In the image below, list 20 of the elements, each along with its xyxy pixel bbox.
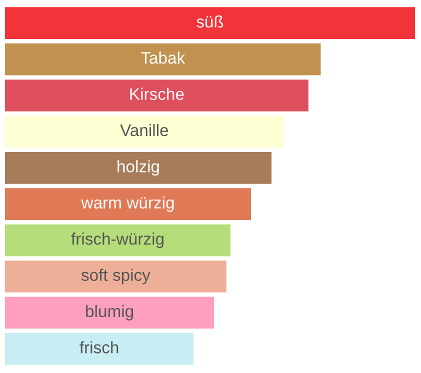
y-tick-label: Kirsche — [130, 88, 184, 100]
bar — [5, 7, 415, 40]
bar — [5, 188, 251, 220]
y-tick-label: frisch — [80, 341, 118, 354]
bar — [5, 332, 194, 365]
bar — [5, 296, 214, 329]
y-tick-label: Vanille — [120, 124, 168, 136]
bar — [5, 43, 321, 76]
bar — [5, 80, 308, 112]
bar — [5, 116, 284, 148]
y-tick-label: soft spicy — [81, 268, 150, 284]
y-tick-label: süß — [196, 15, 224, 28]
y-tick-label: warm würzig — [81, 196, 174, 212]
bar — [5, 224, 230, 256]
bar — [5, 260, 226, 292]
y-tick-label: holzig — [118, 160, 159, 176]
y-tick-label: frisch-würzig — [71, 232, 164, 248]
bar — [5, 152, 272, 184]
y-tick-label: blumig — [86, 304, 134, 320]
y-tick-label: Tabak — [140, 52, 186, 64]
